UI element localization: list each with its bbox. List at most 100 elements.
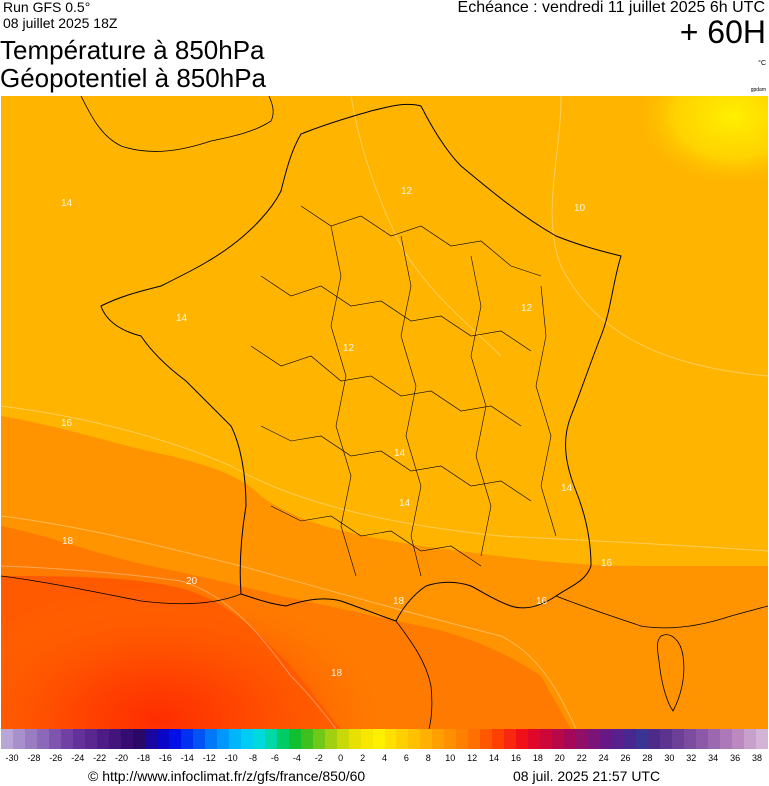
scale-tick-label: 30 [664,753,675,763]
scale-swatch [252,729,265,749]
scale-swatch [504,729,517,749]
scale-swatch [528,729,541,749]
scale-swatch [216,729,229,749]
scale-swatch [552,729,565,749]
run-date: 08 juillet 2025 18Z [3,15,118,31]
france-coastline [100,103,622,622]
isotherm-label: 10 [574,203,586,214]
scale-tick-label: 2 [360,753,366,763]
scale-swatch [324,729,337,749]
source-url[interactable]: © http://www.infoclimat.fr/z/gfs/france/… [88,768,366,784]
model-run-label: Run GFS 0.5° [3,0,91,15]
scale-tick-label: -18 [136,753,150,763]
scale-swatch [408,729,421,749]
isotherm-line [551,96,768,377]
scale-swatch [36,729,49,749]
scale-tick-label: 22 [576,753,587,763]
scale-swatch [24,729,37,749]
isotherm-line [1,515,577,729]
scale-swatch [96,729,109,749]
scale-swatch [300,729,313,749]
scale-swatch [720,729,733,749]
scale-swatch [612,729,625,749]
scale-swatch [732,729,745,749]
scale-swatch [648,729,661,749]
scale-swatch [168,729,181,749]
scale-tick-label: -8 [249,753,258,763]
isotherm-line [350,96,502,357]
scale-swatch [564,729,577,749]
isotherm-label: 16 [536,596,548,607]
scale-swatch [492,729,505,749]
color-scale [1,729,768,749]
isotherm-label: 14 [176,313,188,324]
scale-tick-label: -24 [71,753,85,763]
scale-tick-label: 16 [510,753,521,763]
department-borders [250,205,557,577]
scale-tick-label: -14 [180,753,194,763]
scale-tick-label: -12 [202,753,216,763]
scale-swatch [576,729,589,749]
scale-swatch [132,729,145,749]
scale-swatch [672,729,685,749]
isotherm-label: 14 [394,448,406,459]
scale-swatch [144,729,157,749]
isotherm-line [1,405,768,552]
scale-swatch [276,729,289,749]
scale-swatch [384,729,397,749]
scale-swatch [444,729,457,749]
scale-swatch [264,729,277,749]
scale-tick-label: -22 [93,753,107,763]
scale-swatch [120,729,133,749]
scale-swatch [228,729,241,749]
scale-swatch [348,729,361,749]
scale-tick-label: 36 [730,753,741,763]
scale-swatch [72,729,85,749]
scale-tick-label: 28 [642,753,653,763]
scale-tick-label: 6 [403,753,409,763]
scale-swatch [240,729,253,749]
uk-coastline [80,96,274,152]
isotherm-line [1,565,337,729]
scale-swatch [312,729,325,749]
scale-swatch [600,729,613,749]
scale-swatch [540,729,553,749]
scale-tick-label: 26 [620,753,631,763]
forecast-valid-time: Echéance : vendredi 11 juillet 2025 6h U… [457,0,765,16]
scale-swatch [432,729,445,749]
scale-swatch [396,729,409,749]
isotherm-label: 16 [601,558,613,569]
temperature-map: 10 12 12 12 14 14 14 14 14 16 16 16 18 18 18 20 [1,96,768,729]
scale-tick-label: 18 [532,753,543,763]
generation-timestamp: 08 juil. 2025 21:57 UTC [513,768,661,784]
isotherm-labels: 10 12 12 12 14 14 14 14 14 16 16 16 18 18 18 20 [61,186,613,679]
scale-swatch [60,729,73,749]
scale-tick-label: -2 [314,753,323,763]
scale-swatch [756,729,768,749]
watermark: gpdam [750,87,766,93]
forecast-lead-time: + 60H [679,14,766,50]
scale-swatch [360,729,373,749]
scale-tick-label: -28 [27,753,41,763]
isotherm-label: 14 [61,198,73,209]
scale-swatch [708,729,721,749]
scale-swatch [108,729,121,749]
scale-swatch [12,729,25,749]
isotherm-label: 16 [61,418,73,429]
scale-swatch [696,729,709,749]
spain-coastline [1,575,242,605]
scale-swatch [192,729,205,749]
scale-tick-label: 0 [338,753,344,763]
scale-tick-label: 4 [381,753,388,763]
scale-tick-label: -4 [292,753,301,763]
scale-swatch [468,729,481,749]
scale-swatch [480,729,493,749]
scale-tick-label: -30 [5,753,19,763]
scale-tick-label: -16 [158,753,172,763]
scale-swatch [156,729,169,749]
scale-swatch [624,729,637,749]
isotherm-label: 18 [393,596,405,607]
scale-swatch [456,729,469,749]
scale-swatch [420,729,433,749]
scale-tick-label: -6 [270,753,279,763]
